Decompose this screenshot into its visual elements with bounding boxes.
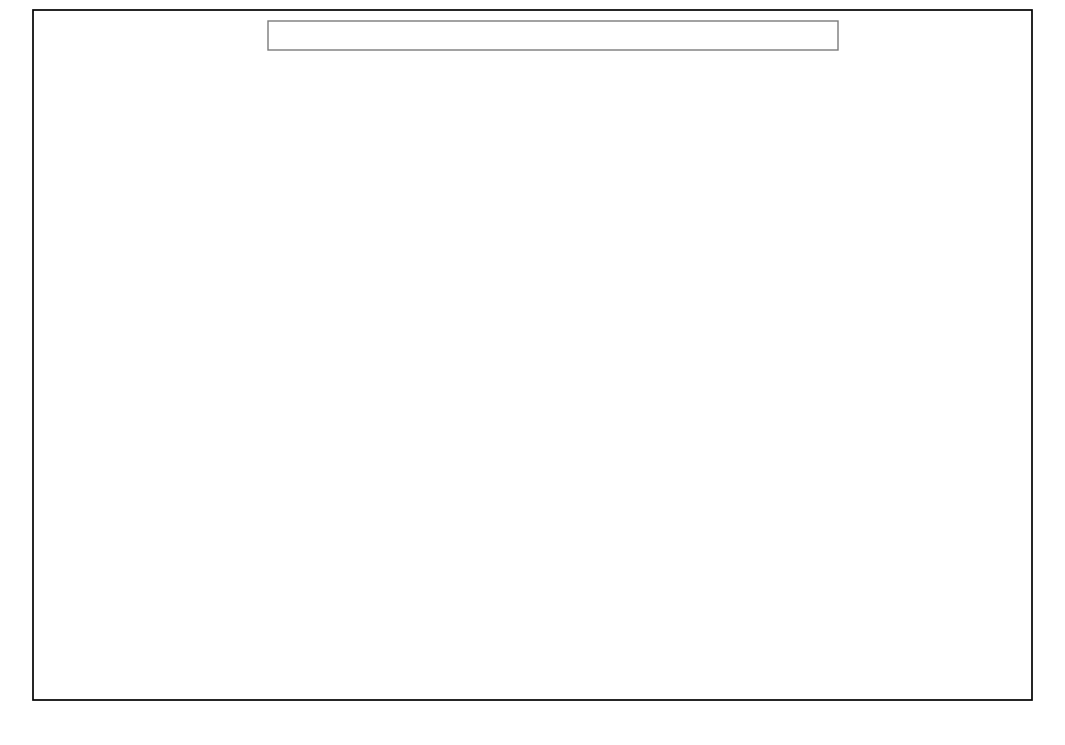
title-box-border [267,20,839,51]
title-box [267,20,839,51]
map-background [33,10,1032,700]
map-frame [32,9,1033,701]
